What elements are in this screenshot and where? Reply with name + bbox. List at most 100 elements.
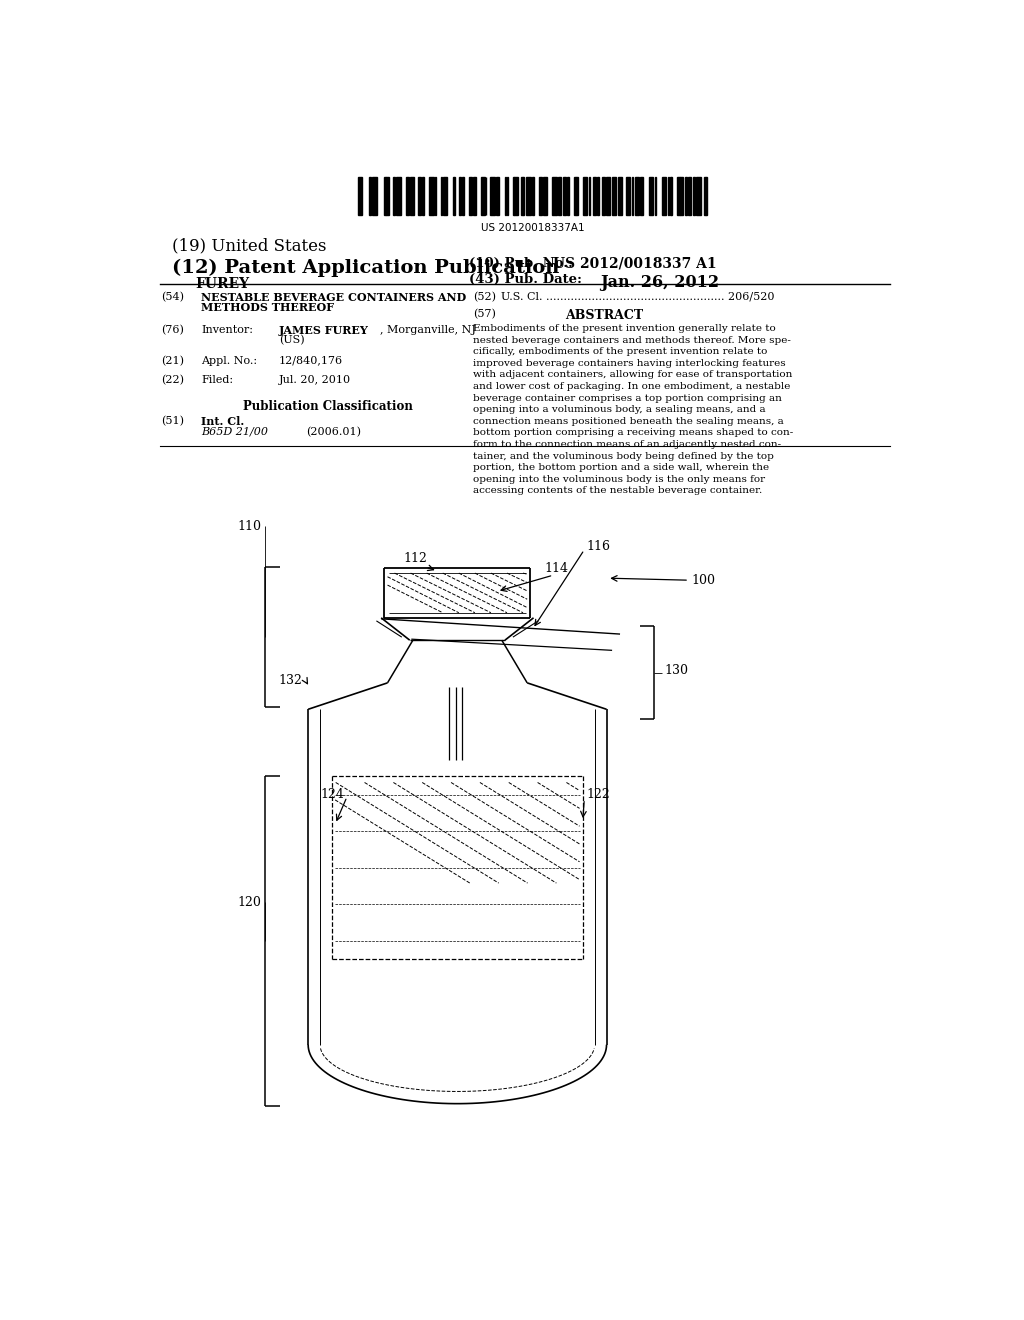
Text: FUREY: FUREY <box>196 277 250 292</box>
Bar <box>429 177 433 215</box>
Bar <box>688 177 691 215</box>
Bar <box>386 177 388 215</box>
Text: U.S. Cl. ................................................... 206/520: U.S. Cl. ...............................… <box>501 292 774 301</box>
Bar <box>573 177 575 215</box>
Text: (76): (76) <box>162 325 184 335</box>
Bar <box>685 177 687 215</box>
Text: 12/840,176: 12/840,176 <box>279 355 343 366</box>
Text: METHODS THEREOF: METHODS THEREOF <box>201 302 334 313</box>
Bar <box>410 177 415 215</box>
Bar <box>640 177 643 215</box>
Text: with adjacent containers, allowing for ease of transportation: with adjacent containers, allowing for e… <box>473 371 793 379</box>
Text: accessing contents of the nestable beverage container.: accessing contents of the nestable bever… <box>473 486 763 495</box>
Text: opening into the voluminous body is the only means for: opening into the voluminous body is the … <box>473 475 765 483</box>
Bar <box>473 177 476 215</box>
Text: US 2012/0018337 A1: US 2012/0018337 A1 <box>553 257 716 271</box>
Text: bottom portion comprising a receiving means shaped to con-: bottom portion comprising a receiving me… <box>473 429 794 437</box>
Bar <box>462 177 464 215</box>
Text: and lower cost of packaging. In one embodiment, a nestable: and lower cost of packaging. In one embo… <box>473 381 791 391</box>
Text: opening into a voluminous body, a sealing means, and a: opening into a voluminous body, a sealin… <box>473 405 766 414</box>
Bar <box>577 177 578 215</box>
Text: (52): (52) <box>473 292 497 302</box>
Text: , Morganville, NJ: , Morganville, NJ <box>380 325 476 335</box>
Bar <box>459 177 462 215</box>
Bar <box>558 177 561 215</box>
Text: nested beverage containers and methods thereof. More spe-: nested beverage containers and methods t… <box>473 335 792 345</box>
Bar <box>648 177 653 215</box>
Bar <box>496 177 499 215</box>
Bar <box>696 177 700 215</box>
Bar <box>583 177 588 215</box>
Bar <box>442 177 447 215</box>
Bar <box>539 177 543 215</box>
Text: B65D 21/00: B65D 21/00 <box>201 426 268 437</box>
Bar <box>611 177 616 215</box>
Text: Jul. 20, 2010: Jul. 20, 2010 <box>279 375 351 385</box>
Text: (51): (51) <box>162 416 184 426</box>
Bar <box>544 177 547 215</box>
Bar <box>384 177 386 215</box>
Bar <box>418 177 421 215</box>
Text: Int. Cl.: Int. Cl. <box>201 416 245 426</box>
Text: Publication Classification: Publication Classification <box>243 400 413 413</box>
Bar <box>507 177 508 215</box>
Text: 112: 112 <box>403 552 427 565</box>
Bar <box>481 177 484 215</box>
Text: Jan. 26, 2012: Jan. 26, 2012 <box>600 275 719 292</box>
Bar <box>396 177 400 215</box>
Bar <box>552 177 557 215</box>
Text: 122: 122 <box>587 788 610 801</box>
Bar <box>632 177 634 215</box>
Bar <box>705 177 706 215</box>
Bar <box>369 177 372 215</box>
Bar <box>597 177 599 215</box>
Text: (54): (54) <box>162 292 184 302</box>
Bar <box>635 177 639 215</box>
Text: (43) Pub. Date:: (43) Pub. Date: <box>469 273 583 286</box>
Text: 110: 110 <box>238 520 261 533</box>
Bar <box>662 177 667 215</box>
Text: 120: 120 <box>238 896 261 909</box>
Text: (19) United States: (19) United States <box>172 238 327 255</box>
Bar <box>490 177 495 215</box>
Text: beverage container comprises a top portion comprising an: beverage container comprises a top porti… <box>473 393 782 403</box>
Bar <box>593 177 596 215</box>
Text: 130: 130 <box>665 664 688 677</box>
Bar <box>677 177 680 215</box>
Text: Filed:: Filed: <box>201 375 233 385</box>
Text: tainer, and the voluminous body being defined by the top: tainer, and the voluminous body being de… <box>473 451 774 461</box>
Text: improved beverage containers having interlocking features: improved beverage containers having inte… <box>473 359 785 368</box>
Text: (57): (57) <box>473 309 496 319</box>
Text: US 20120018337A1: US 20120018337A1 <box>481 223 585 234</box>
Text: (22): (22) <box>162 375 184 385</box>
Bar <box>469 177 472 215</box>
Bar <box>407 177 409 215</box>
Text: Embodiments of the present invention generally relate to: Embodiments of the present invention gen… <box>473 325 776 333</box>
Bar <box>626 177 631 215</box>
Text: (12) Patent Application Publication: (12) Patent Application Publication <box>172 259 559 277</box>
Text: 124: 124 <box>319 788 344 801</box>
Bar <box>692 177 695 215</box>
Text: NESTABLE BEVERAGE CONTAINERS AND: NESTABLE BEVERAGE CONTAINERS AND <box>201 292 466 302</box>
Bar <box>422 177 424 215</box>
Text: 100: 100 <box>691 574 716 586</box>
Bar <box>601 177 605 215</box>
Bar <box>606 177 609 215</box>
Bar <box>392 177 395 215</box>
Text: (US): (US) <box>279 335 304 346</box>
Text: connection means positioned beneath the sealing means, a: connection means positioned beneath the … <box>473 417 784 426</box>
Text: Appl. No.:: Appl. No.: <box>201 355 257 366</box>
Bar <box>617 177 623 215</box>
Text: (2006.01): (2006.01) <box>306 426 361 437</box>
Bar <box>521 177 522 215</box>
Text: 132: 132 <box>279 675 303 688</box>
Bar <box>567 177 569 215</box>
Text: JAMES FUREY: JAMES FUREY <box>279 325 369 337</box>
Text: Inventor:: Inventor: <box>201 325 253 335</box>
Text: (10) Pub. No.:: (10) Pub. No.: <box>469 257 573 271</box>
Bar <box>680 177 683 215</box>
Bar <box>358 177 361 215</box>
Text: 114: 114 <box>545 562 568 576</box>
Text: ABSTRACT: ABSTRACT <box>565 309 643 322</box>
Text: cifically, embodiments of the present invention relate to: cifically, embodiments of the present in… <box>473 347 768 356</box>
